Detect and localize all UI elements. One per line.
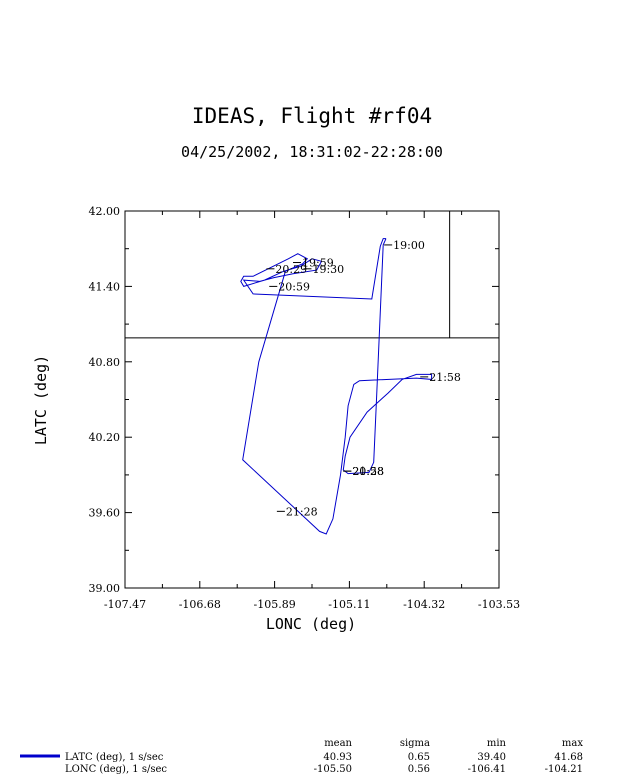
annotation-label: 19:00 [393, 239, 425, 252]
stats-header-min: min [487, 738, 507, 749]
chart-subtitle: 04/25/2002, 18:31:02-22:28:00 [181, 143, 443, 161]
annotation-label: 21:58 [429, 371, 461, 384]
annotation-label: 21:28 [286, 505, 318, 518]
stats-lonc-sigma: 0.56 [408, 764, 430, 775]
reference-lines [125, 211, 499, 339]
annotation-label: 20:29 [275, 263, 307, 276]
legend-label-lonc: LONC (deg), 1 s/sec [65, 764, 167, 775]
x-tick-label: -105.89 [253, 598, 295, 611]
y-tick-label: 40.80 [89, 356, 121, 369]
stats-lonc-mean: -105.50 [314, 764, 352, 775]
stats-header-sigma: sigma [400, 738, 430, 749]
stats-table: LATC (deg), 1 s/sec LONC (deg), 1 s/sec … [20, 738, 583, 775]
x-tick-label: -107.47 [104, 598, 146, 611]
y-tick-label: 39.00 [89, 582, 121, 595]
annotation-label: 19:59 [302, 257, 334, 270]
annotation-label: 21:58 [352, 465, 384, 478]
annotation-label: 20:28 [352, 465, 384, 478]
x-axis-label: LONC (deg) [266, 615, 356, 633]
stats-lonc-max: -104.21 [545, 764, 583, 775]
x-tick-label: -103.53 [478, 598, 520, 611]
y-tick-label: 41.40 [89, 280, 121, 293]
annotation-label: 19:30 [312, 263, 344, 276]
time-annotations: 19:0019:3019:5920:2920:5921:2821:5820:28… [266, 239, 461, 518]
x-tick-label: -106.68 [179, 598, 221, 611]
annotation-label: 20:59 [278, 280, 310, 293]
y-tick-label: 39.60 [89, 507, 121, 520]
stats-lonc-min: -106.41 [468, 764, 506, 775]
chart-title: IDEAS, Flight #rf04 [192, 104, 432, 128]
legend-label-latc: LATC (deg), 1 s/sec [65, 752, 164, 763]
x-tick-labels: -107.47 -106.68 -105.89 -105.11 -104.32 -103.… [104, 598, 520, 611]
stats-header-mean: mean [324, 738, 352, 749]
stats-latc-sigma: 0.65 [408, 752, 430, 763]
stats-latc-max: 41.68 [554, 752, 583, 763]
stats-header-max: max [562, 738, 583, 749]
y-tick-label: 40.20 [89, 431, 121, 444]
flight-track-line-0 [240, 238, 433, 535]
y-axis-label: LATC (deg) [32, 355, 50, 445]
x-tick-label: -104.32 [403, 598, 445, 611]
x-tick-label: -105.11 [328, 598, 370, 611]
axis-ticks [124, 210, 500, 589]
series-layer [240, 238, 433, 535]
stats-latc-mean: 40.93 [323, 752, 352, 763]
stats-latc-min: 39.40 [477, 752, 506, 763]
y-tick-label: 42.00 [89, 205, 121, 218]
y-tick-labels: 39.00 39.60 40.20 40.80 41.40 42.00 [89, 205, 121, 595]
